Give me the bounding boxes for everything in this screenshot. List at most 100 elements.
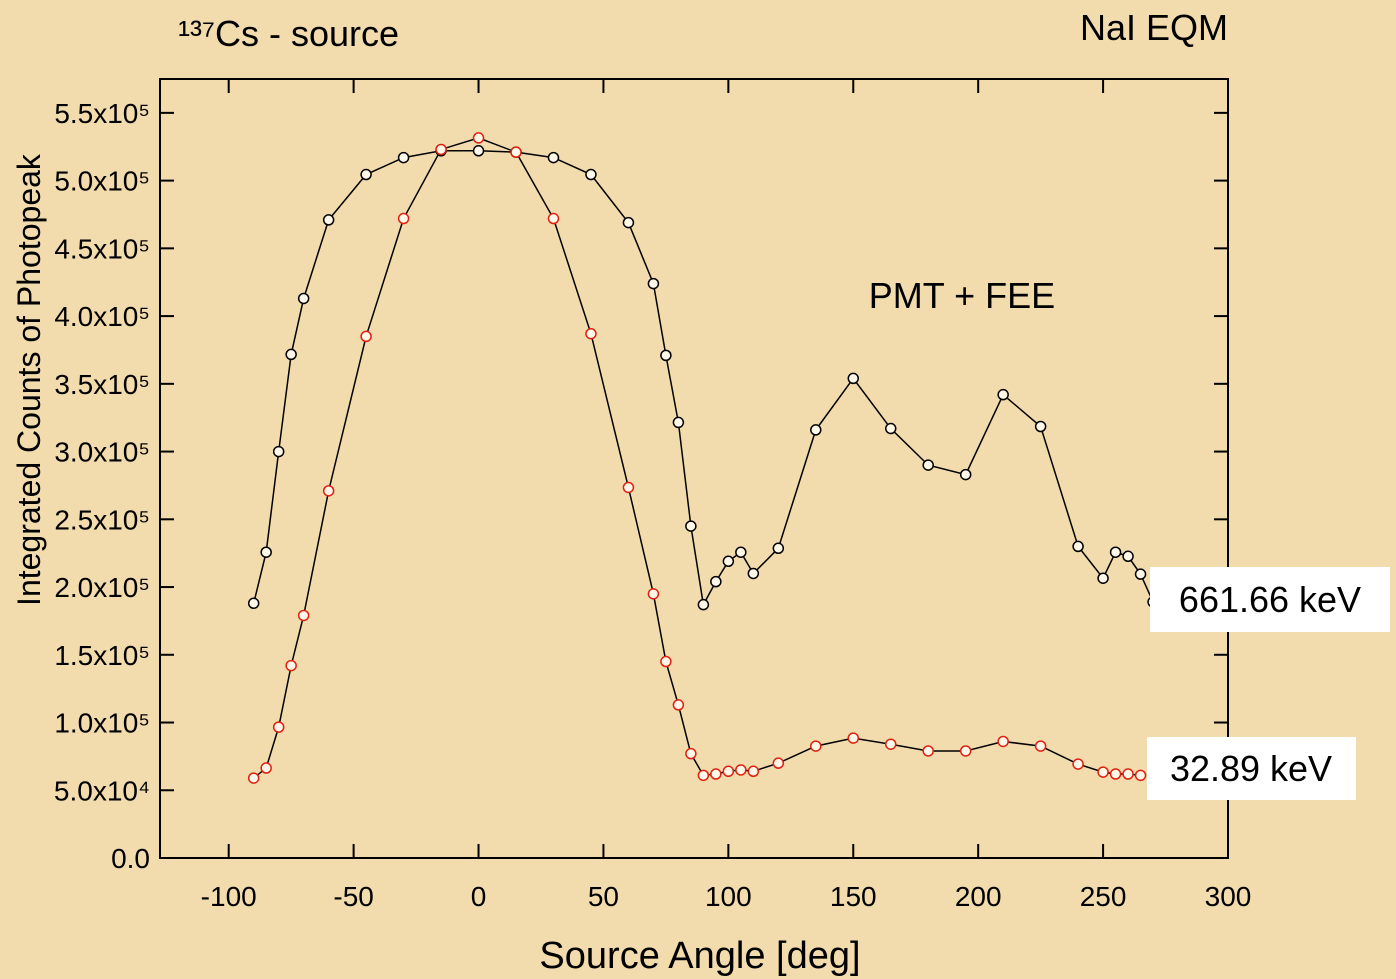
y-axis-label: Integrated Counts of Photopeak — [11, 153, 47, 606]
y-tick-label: 1.5x10⁵ — [54, 640, 150, 671]
data-point — [722, 765, 735, 778]
data-point — [297, 292, 310, 305]
data-point — [472, 132, 485, 144]
data-point — [922, 459, 934, 471]
annotation: NaI EQM — [1080, 7, 1228, 48]
y-tick-label: 4.5x10⁵ — [54, 233, 150, 264]
data-point — [1072, 540, 1084, 553]
y-tick-label: 5.5x10⁵ — [54, 98, 150, 129]
legend-label: 661.66 keV — [1179, 579, 1361, 620]
data-point — [360, 168, 372, 181]
data-point — [747, 765, 760, 778]
data-point — [959, 468, 972, 481]
data-point — [847, 732, 860, 744]
data-point — [959, 745, 972, 757]
data-point — [810, 740, 822, 752]
data-point — [1134, 568, 1147, 580]
data-point — [585, 327, 597, 340]
data-point — [710, 768, 722, 780]
data-point — [847, 372, 860, 385]
data-point — [247, 597, 260, 610]
y-tick-label: 2.0x10⁵ — [54, 572, 150, 603]
data-point — [1097, 572, 1109, 584]
data-point — [285, 659, 297, 672]
data-point — [1034, 740, 1047, 752]
y-tick-label: 3.0x10⁵ — [54, 437, 150, 468]
legend-label: 32.89 keV — [1170, 748, 1332, 789]
data-point — [747, 567, 760, 580]
data-point — [772, 542, 785, 555]
data-point — [472, 145, 485, 157]
data-point — [672, 416, 685, 429]
y-tick-label: 4.0x10⁵ — [54, 301, 150, 332]
data-point — [547, 151, 560, 164]
data-point — [1109, 768, 1122, 780]
data-point — [810, 424, 822, 436]
data-point — [260, 546, 272, 558]
data-point — [722, 555, 735, 568]
data-point — [297, 609, 310, 622]
x-tick-label: 0 — [471, 881, 487, 912]
data-point — [1072, 758, 1084, 770]
marks: -100 -50 0 50 100 150 200 250 300 0.0 5.0x10⁴ 1.0x1… — [54, 79, 1251, 912]
data-point — [697, 598, 710, 611]
data-point — [585, 168, 597, 181]
data-point — [1122, 768, 1134, 780]
legend-box — [1150, 567, 1390, 632]
data-point — [672, 699, 685, 711]
data-point — [697, 769, 710, 782]
data-point — [735, 764, 747, 776]
x-tick-label: 150 — [830, 881, 877, 912]
x-tick-label: 300 — [1205, 881, 1252, 912]
x-tick-label: 250 — [1080, 881, 1127, 912]
data-point — [260, 762, 272, 774]
data-point — [272, 445, 285, 458]
series-line — [253, 137, 1141, 779]
data-point — [547, 212, 560, 225]
chart-title: ¹³⁷Cs - source — [178, 13, 399, 54]
y-tick-label: 1.0x10⁵ — [54, 708, 150, 739]
x-tick-label: 100 — [705, 881, 752, 912]
y-tick-label: 2.5x10⁵ — [54, 504, 150, 535]
data-point — [735, 546, 747, 558]
data-point — [685, 747, 697, 760]
y-tick-label: 3.5x10⁵ — [54, 369, 150, 400]
x-axis-label: Source Angle [deg] — [539, 935, 860, 977]
data-point — [285, 348, 297, 361]
data-point — [360, 330, 372, 343]
data-point — [1097, 766, 1109, 778]
data-point — [1134, 769, 1147, 782]
x-tick-label: -50 — [333, 881, 373, 912]
data-point — [322, 485, 335, 497]
data-point — [710, 575, 722, 588]
data-point — [397, 151, 410, 164]
data-point — [1122, 550, 1134, 563]
data-point — [622, 216, 635, 229]
data-point — [322, 214, 335, 226]
data-point — [397, 212, 410, 225]
y-tick-label: 5.0x10⁴ — [54, 775, 150, 806]
data-point — [997, 388, 1009, 401]
x-tick-label: 50 — [588, 881, 619, 912]
legend-box — [1147, 737, 1356, 800]
data-point — [435, 143, 447, 156]
data-point — [622, 481, 635, 494]
y-tick-label: 5.0x10⁵ — [54, 166, 150, 197]
data-point — [272, 721, 285, 733]
x-tick-label: -100 — [201, 881, 257, 912]
y-tick-label: 0.0 — [111, 843, 150, 874]
data-point — [997, 735, 1009, 748]
data-point — [922, 745, 934, 757]
data-point — [647, 588, 660, 600]
data-point — [884, 738, 897, 750]
data-point — [660, 655, 672, 668]
data-point — [772, 757, 785, 769]
annotation: PMT + FEE — [869, 275, 1055, 316]
data-point — [1109, 546, 1122, 558]
data-point — [647, 277, 660, 290]
x-tick-label: 200 — [955, 881, 1002, 912]
data-point — [660, 349, 672, 362]
data-point — [685, 520, 697, 532]
